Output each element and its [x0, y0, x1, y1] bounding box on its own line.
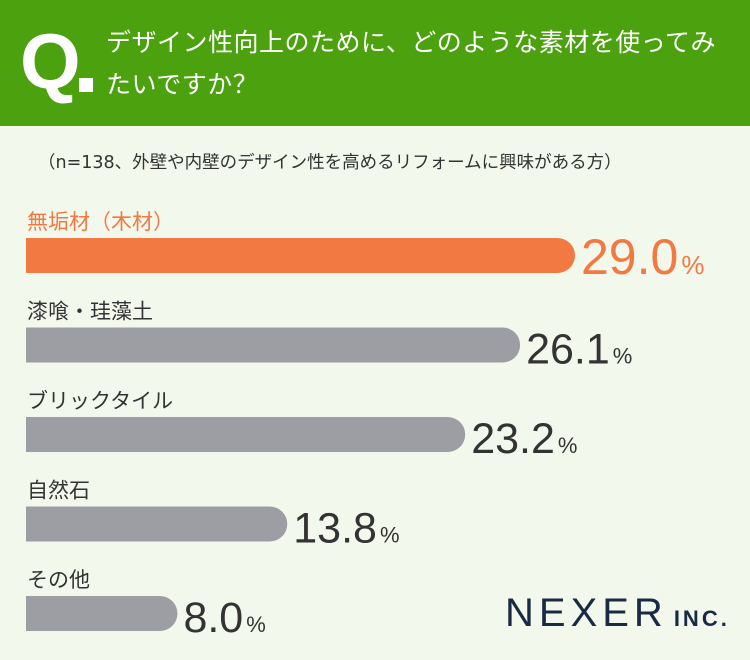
brand-logo: NEXER INC.	[505, 590, 730, 642]
brand-suffix: INC.	[673, 606, 730, 631]
category-label: 無垢材（木材）	[27, 210, 174, 234]
question-text: デザイン性向上のために、どのような素材を使ってみたいですか？	[106, 28, 717, 99]
bar-left-cap	[26, 596, 61, 631]
value-label: 13.8%	[293, 505, 399, 553]
value-label: 8.0%	[183, 594, 265, 642]
value-label: 29.0%	[581, 229, 704, 285]
sample-note: （n=138、外壁や内壁のデザイン性を高めるリフォームに興味がある方）	[38, 153, 622, 173]
bar	[26, 417, 466, 452]
question-mark-dot	[79, 78, 93, 92]
value-unit: %	[613, 344, 633, 369]
bar	[26, 506, 288, 542]
bar-left-cap	[26, 238, 61, 273]
value-number: 26.1	[526, 326, 610, 374]
category-label: ブリックタイル	[27, 389, 173, 413]
value-number: 23.2	[471, 415, 555, 463]
value-label: 23.2%	[471, 415, 577, 463]
value-unit: %	[246, 612, 266, 637]
value-label: 26.1%	[526, 326, 632, 374]
category-label: その他	[27, 568, 90, 592]
value-unit: %	[558, 433, 578, 458]
question-header: Q デザイン性向上のために、どのような素材を使ってみたいですか？	[0, 0, 750, 126]
bar	[26, 596, 178, 631]
value-number: 29.0	[581, 229, 678, 285]
brand-name: NEXER	[505, 591, 668, 635]
value-number: 13.8	[293, 505, 377, 553]
category-label: 自然石	[27, 479, 90, 503]
bar-left-cap	[26, 327, 61, 363]
bar-left-cap	[26, 506, 61, 542]
value-number: 8.0	[183, 594, 243, 642]
bar	[26, 327, 521, 363]
bar	[26, 238, 575, 273]
value-unit: %	[681, 250, 704, 280]
value-unit: %	[380, 523, 400, 548]
bar-left-cap	[26, 417, 61, 452]
question-mark: Q	[20, 17, 81, 105]
category-label: 漆喰・珪藻土	[27, 300, 153, 324]
